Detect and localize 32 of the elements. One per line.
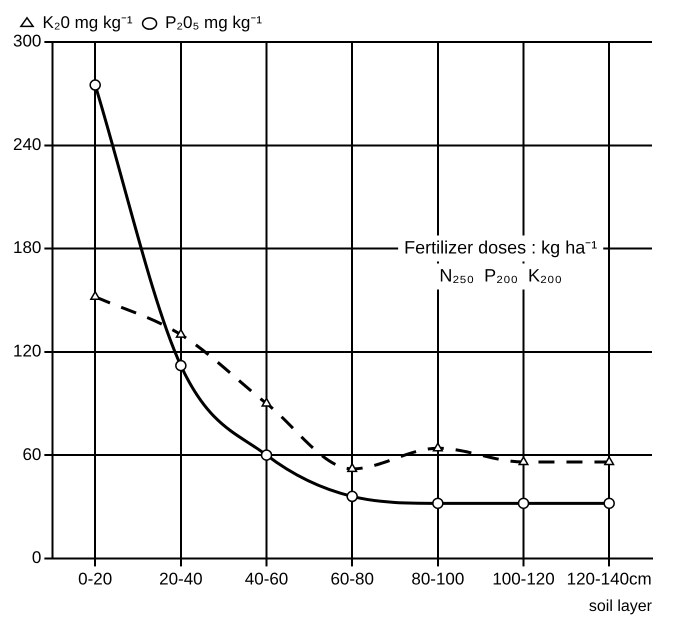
point <box>518 456 529 466</box>
point <box>603 498 615 510</box>
point <box>518 498 530 510</box>
point <box>346 490 358 502</box>
x-tick-label: 100-120 <box>492 569 555 588</box>
point <box>604 456 614 466</box>
point <box>175 360 187 372</box>
point <box>432 442 443 452</box>
y-tick-label: 0 <box>32 548 42 568</box>
y-tick-label: 180 <box>12 238 42 258</box>
legend-label: K₂0 mg kg⁻¹ <box>42 13 133 32</box>
x-tick-label: 40-60 <box>244 569 288 588</box>
point <box>260 449 272 461</box>
legend-label: P₂0₅ mg kg⁻¹ <box>165 13 262 32</box>
point <box>176 328 186 338</box>
point <box>90 291 100 300</box>
annotation: Fertilizer doses : kg ha⁻¹ <box>404 238 598 258</box>
x-tick-label: 0-20 <box>78 569 112 588</box>
y-tick-label: 240 <box>12 134 42 154</box>
point <box>347 463 358 472</box>
x-tick-label: 20-40 <box>159 569 203 588</box>
x-tick-label: 80-100 <box>411 569 464 588</box>
annotation: N₂₅₀ P₂₀₀ K₂₀₀ <box>439 266 562 286</box>
point <box>261 398 272 407</box>
y-tick-label: 120 <box>12 342 42 361</box>
point <box>89 79 101 91</box>
x-axis-title: soil layer <box>588 598 653 615</box>
point <box>432 498 444 510</box>
x-tick-label: 120-140cm <box>566 569 652 588</box>
y-tick-label: 60 <box>22 444 42 464</box>
y-tick-label: 300 <box>12 32 42 51</box>
x-tick-label: 60-80 <box>330 569 374 588</box>
